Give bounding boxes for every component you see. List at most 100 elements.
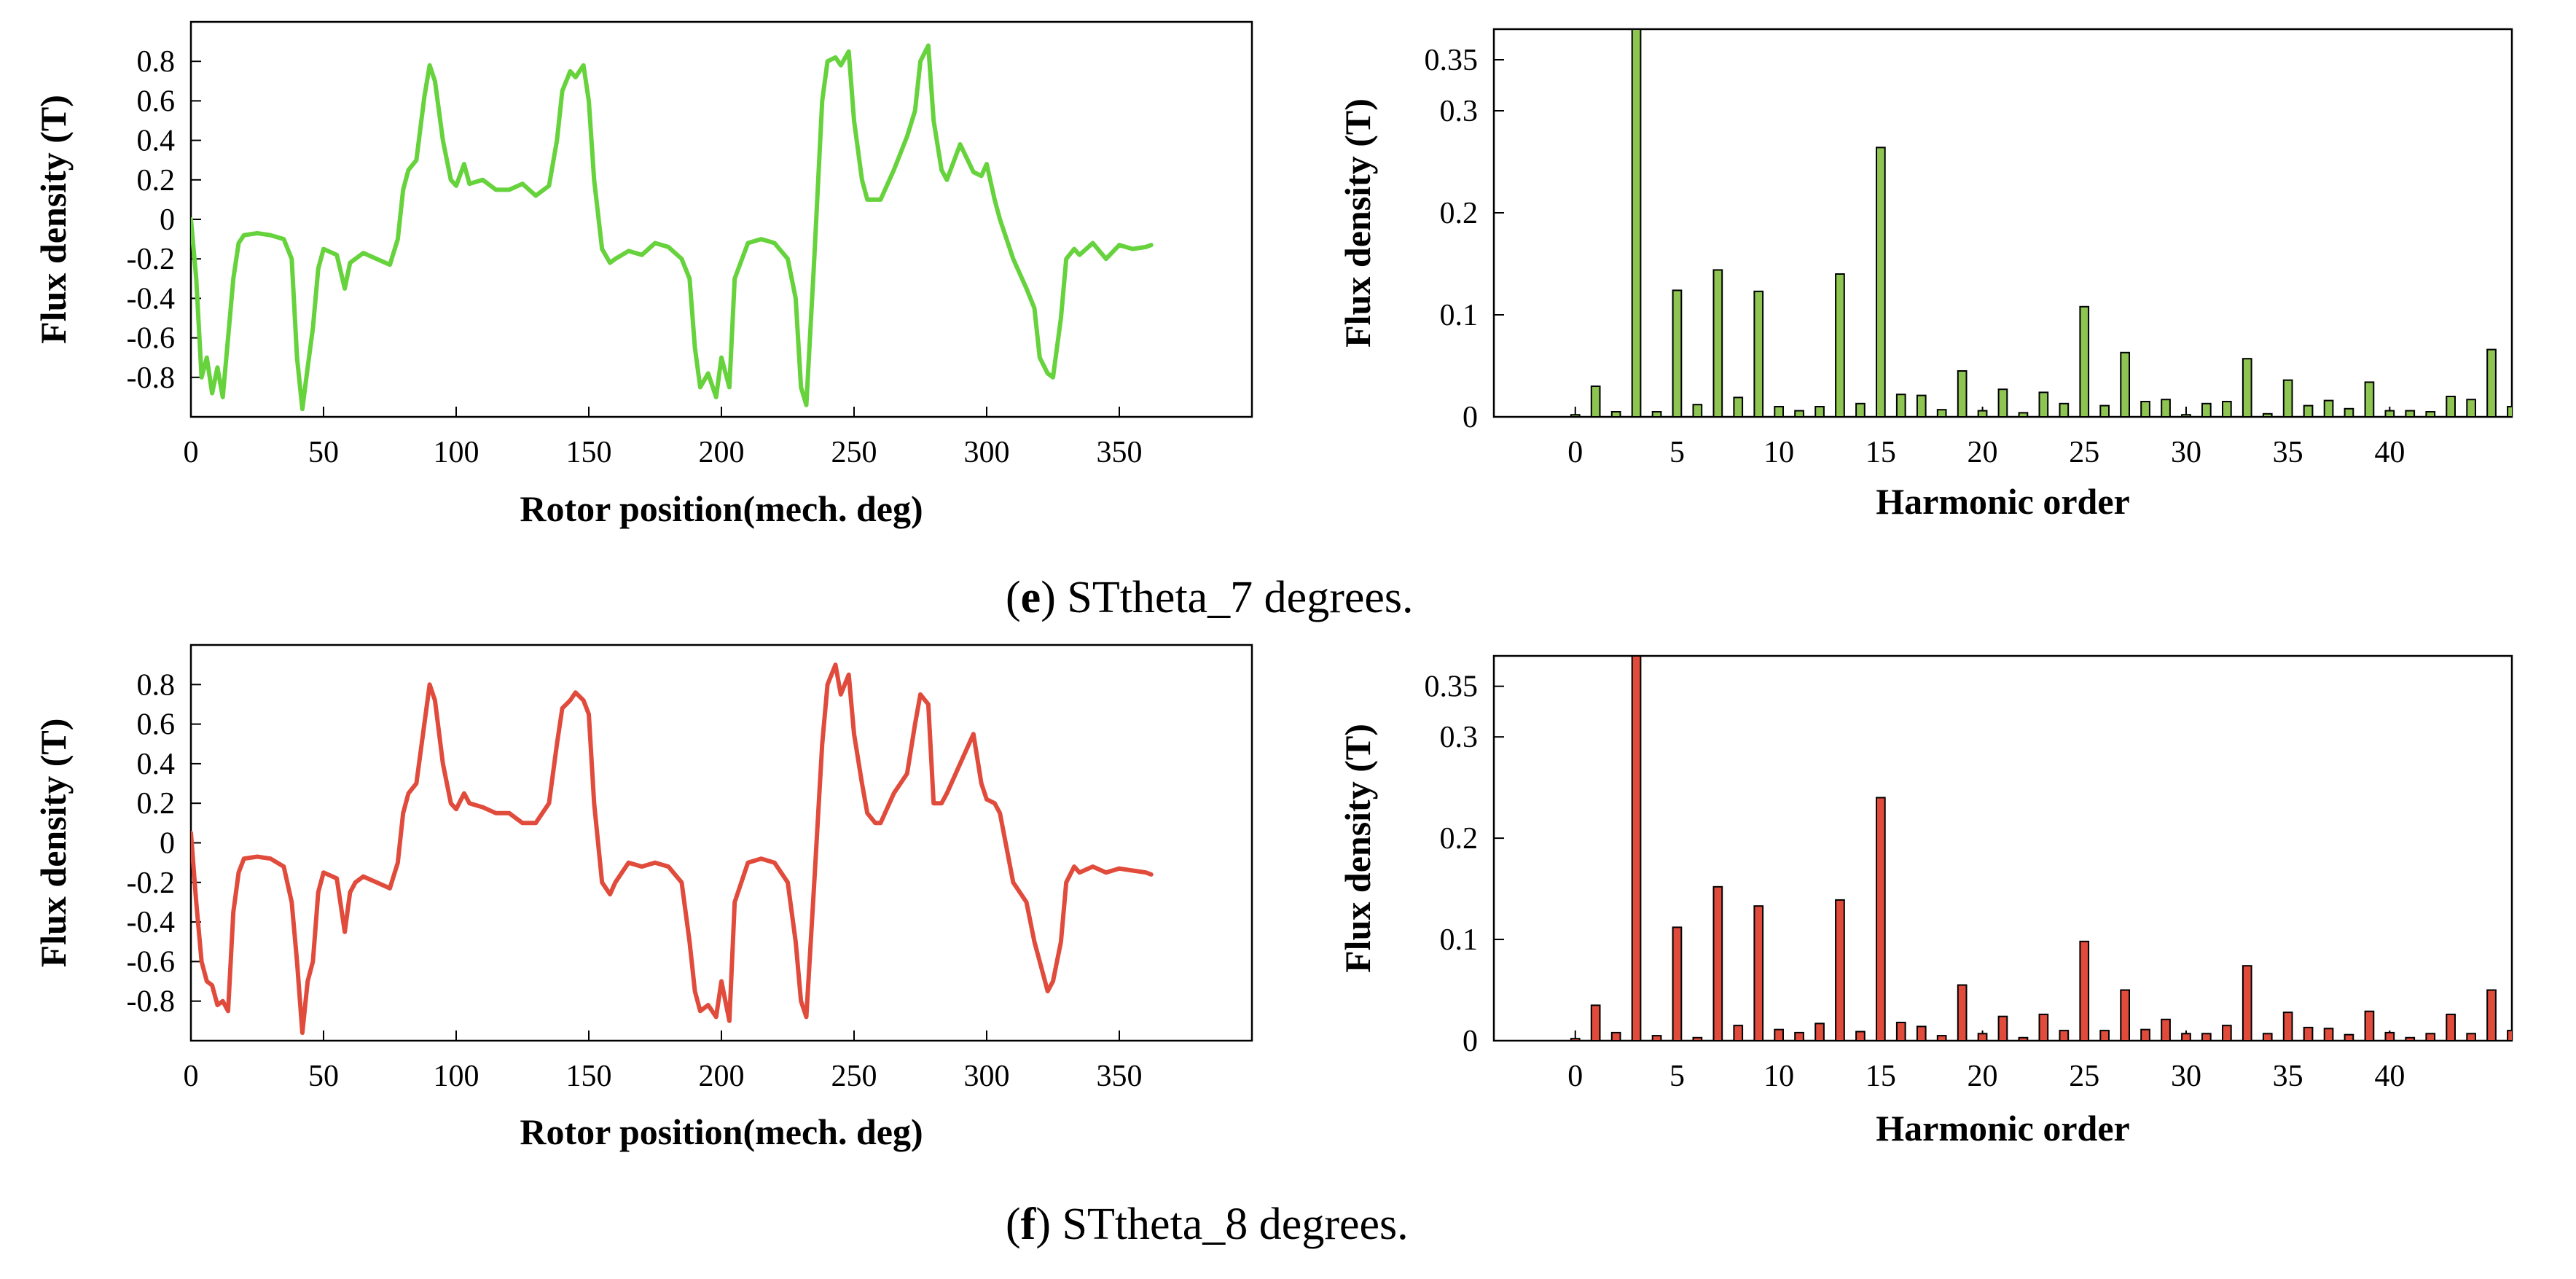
harmonic-bar [2242, 358, 2252, 417]
y-tick-label: 0.6 [137, 708, 176, 742]
x-tick-label: 250 [831, 436, 877, 469]
harmonic-bar [2038, 391, 2049, 417]
harmonic-bar [1835, 899, 1845, 1041]
x-tick-label: 50 [308, 1060, 339, 1093]
harmonic-bar [2507, 406, 2512, 417]
x-tick-label: 25 [2069, 436, 2099, 469]
x-tick-label: 250 [831, 1060, 877, 1093]
harmonic-bar [2384, 1031, 2395, 1041]
harmonic-bar [2018, 412, 2029, 417]
x-tick-label: 100 [434, 436, 479, 469]
harmonic-bar [1936, 409, 1947, 417]
x-tick-label: 350 [1097, 1060, 1143, 1093]
harmonic-bar [2425, 411, 2436, 417]
harmonic-bar [2486, 348, 2497, 417]
y-tick-label: 0 [160, 827, 175, 861]
harmonic-bar [2079, 940, 2090, 1041]
y-tick-label: 0.35 [1425, 44, 1479, 77]
harmonic-bar [2344, 1033, 2354, 1041]
y-tick-label: 0.35 [1425, 670, 1479, 704]
harmonic-bar [1753, 290, 1764, 417]
bars-group [1570, 656, 2512, 1041]
y-tick-label: 0.8 [137, 668, 176, 702]
y-tick-label: 0.8 [137, 45, 176, 79]
plot-frame [1492, 654, 2513, 1042]
harmonic-bar [2405, 410, 2416, 417]
harmonic-bar [2079, 305, 2090, 417]
x-tick-label: 300 [964, 436, 1010, 469]
y-tick-label: 0.2 [137, 787, 176, 821]
harmonic-bar [2425, 1033, 2436, 1041]
harmonic-bar [1855, 1030, 1866, 1041]
x-tick-label: 0 [184, 436, 199, 469]
x-tick-label: 25 [2069, 1060, 2099, 1093]
harmonic-bar [2364, 381, 2375, 417]
harmonic-bar [2222, 401, 2232, 417]
caption-e: (e) STtheta_7 degrees. [1006, 573, 1414, 622]
x-tick-label: 5 [1669, 436, 1685, 469]
harmonic-bar [2120, 351, 2131, 417]
x-axis-label: Harmonic order [1876, 1108, 2130, 1149]
harmonic-bar [1774, 1028, 1785, 1041]
x-tick-label: 0 [1567, 436, 1583, 469]
y-axis-label: Flux density (T) [1337, 98, 1378, 348]
harmonic-bar [1672, 926, 1683, 1041]
x-tick-label: 150 [566, 436, 612, 469]
y-tick-label: 0.6 [137, 85, 176, 118]
panel-e-harmonic-spectrum-chart: 0 0.1 0.2 0.3 0.35 0 5 10 15 20 25 30 35 40 Harmonic o… [1337, 28, 2513, 522]
y-tick-label: -0.2 [127, 867, 176, 900]
caption-f-text: STtheta_8 degrees. [1062, 1200, 1408, 1249]
harmonic-bar [1794, 1031, 1804, 1041]
harmonic-bar [1590, 386, 1601, 417]
harmonic-bar [2446, 396, 2456, 417]
harmonic-bar [1753, 905, 1764, 1041]
x-tick-label: 10 [1763, 1060, 1794, 1093]
y-tick-label: 0.2 [137, 164, 176, 197]
harmonic-bar [1692, 404, 1703, 417]
harmonic-bar [1794, 410, 1804, 417]
flux-density-series-line [191, 662, 1154, 1036]
harmonic-bar [1895, 394, 1906, 417]
y-tick-label: 0.1 [1440, 299, 1479, 332]
plot-frame [1492, 28, 2513, 418]
harmonic-bar [1651, 1035, 1662, 1041]
harmonic-bar [2099, 1030, 2110, 1041]
harmonic-bar [1672, 289, 1683, 417]
harmonic-bar [2059, 1030, 2070, 1041]
panel-f-waveform-chart: -0.8 -0.6 -0.4 -0.2 0 0.2 0.4 0.6 0.8 0 50 100 150 20… [33, 644, 1253, 1152]
harmonic-bar [1590, 1004, 1601, 1041]
harmonic-bar [2059, 402, 2070, 417]
harmonic-bar [2018, 1036, 2029, 1041]
harmonic-bar [1855, 402, 1866, 417]
y-tick-label: 0 [1463, 1025, 1478, 1058]
harmonic-bar [1977, 410, 1988, 417]
harmonic-bar [2466, 399, 2477, 417]
y-axis-label: Flux density (T) [33, 719, 74, 968]
caption-f: (f) STtheta_8 degrees. [1006, 1200, 1409, 1249]
y-tick-label: 0.1 [1440, 923, 1479, 957]
y-tick-label: -0.8 [127, 985, 176, 1019]
y-tick-label: -0.8 [127, 361, 176, 395]
harmonic-bar [2262, 1033, 2273, 1041]
y-tick-label: -0.6 [127, 322, 176, 356]
harmonic-bar [2161, 1018, 2171, 1041]
harmonic-bar [1631, 29, 1642, 417]
harmonic-bar [2282, 379, 2293, 417]
x-tick-label: 200 [699, 436, 745, 469]
harmonic-bar [2303, 404, 2314, 417]
harmonic-bar [2384, 410, 2395, 417]
harmonic-bar [2140, 401, 2150, 417]
harmonic-bar [1610, 411, 1621, 417]
x-tick-label: 350 [1097, 436, 1143, 469]
x-tick-label: 0 [184, 1060, 199, 1093]
y-tick-label: 0.3 [1440, 95, 1479, 128]
y-tick-label: -0.4 [127, 906, 176, 939]
harmonic-bar [1631, 656, 1642, 1041]
x-tick-label: 100 [434, 1060, 479, 1093]
y-tick-label: 0 [1463, 401, 1478, 434]
x-tick-label: 20 [1968, 1060, 1998, 1093]
y-tick-label: 0 [160, 203, 175, 237]
x-tick-label: 20 [1968, 436, 1998, 469]
harmonic-bar [1733, 396, 1744, 417]
